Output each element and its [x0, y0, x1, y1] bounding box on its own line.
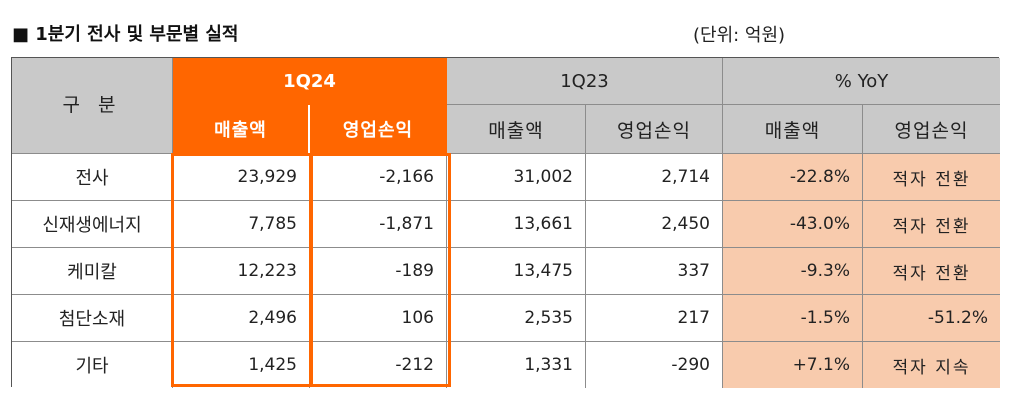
- cell-1q23-revenue: 1,331: [447, 342, 586, 388]
- cell-1q24-revenue: 2,496: [173, 295, 310, 342]
- cell-1q23-revenue: 31,002: [447, 154, 586, 201]
- cell-yoy-operating: 적자 전환: [863, 201, 1000, 248]
- cell-yoy-revenue: -22.8%: [723, 154, 863, 201]
- cell-1q23-operating: -290: [586, 342, 723, 388]
- row-label: 첨단소재: [12, 295, 173, 342]
- header-gubun: 구 분: [12, 58, 173, 154]
- cell-1q24-operating: -2,166: [310, 154, 447, 201]
- results-table: 구 분 1Q24 1Q23 % YoY 매출액 영업손익 매출액 영업손익 매출…: [11, 57, 1000, 388]
- cell-1q24-revenue: 1,425: [173, 342, 310, 388]
- cell-1q24-operating: -1,871: [310, 201, 447, 248]
- cell-yoy-operating: 적자 전환: [863, 154, 1000, 201]
- row-label: 기타: [12, 342, 173, 388]
- title-row: ■ 1분기 전사 및 부문별 실적 (단위: 억원): [12, 18, 1000, 48]
- cell-1q23-operating: 2,450: [586, 201, 723, 248]
- cell-yoy-operating: 적자 지속: [863, 342, 1000, 388]
- cell-1q24-revenue: 12,223: [173, 248, 310, 295]
- row-label: 신재생에너지: [12, 201, 173, 248]
- cell-yoy-revenue: +7.1%: [723, 342, 863, 388]
- header-1q24-operating: 영업손익: [310, 105, 447, 154]
- cell-yoy-operating: 적자 전환: [863, 248, 1000, 295]
- cell-1q23-operating: 2,714: [586, 154, 723, 201]
- cell-1q23-operating: 337: [586, 248, 723, 295]
- cell-1q24-operating: -212: [310, 342, 447, 388]
- section-title: ■ 1분기 전사 및 부문별 실적: [12, 24, 239, 45]
- header-group-1q23: 1Q23: [447, 58, 723, 105]
- header-1q23-operating: 영업손익: [586, 105, 723, 154]
- cell-1q24-revenue: 7,785: [173, 201, 310, 248]
- cell-1q23-operating: 217: [586, 295, 723, 342]
- cell-yoy-revenue: -1.5%: [723, 295, 863, 342]
- cell-1q24-operating: -189: [310, 248, 447, 295]
- cell-yoy-revenue: -9.3%: [723, 248, 863, 295]
- cell-1q23-revenue: 13,475: [447, 248, 586, 295]
- cell-1q23-revenue: 2,535: [447, 295, 586, 342]
- header-group-yoy: % YoY: [723, 58, 1000, 105]
- cell-1q23-revenue: 13,661: [447, 201, 586, 248]
- row-label: 케미칼: [12, 248, 173, 295]
- header-1q23-revenue: 매출액: [447, 105, 586, 154]
- cell-yoy-operating: -51.2%: [863, 295, 1000, 342]
- header-group-1q24: 1Q24: [173, 58, 447, 105]
- row-label: 전사: [12, 154, 173, 201]
- cell-1q24-revenue: 23,929: [173, 154, 310, 201]
- header-1q24-revenue: 매출액: [173, 105, 310, 154]
- unit-label: (단위: 억원): [693, 25, 786, 46]
- cell-1q24-operating: 106: [310, 295, 447, 342]
- header-yoy-revenue: 매출액: [723, 105, 863, 154]
- header-yoy-operating: 영업손익: [863, 105, 1000, 154]
- cell-yoy-revenue: -43.0%: [723, 201, 863, 248]
